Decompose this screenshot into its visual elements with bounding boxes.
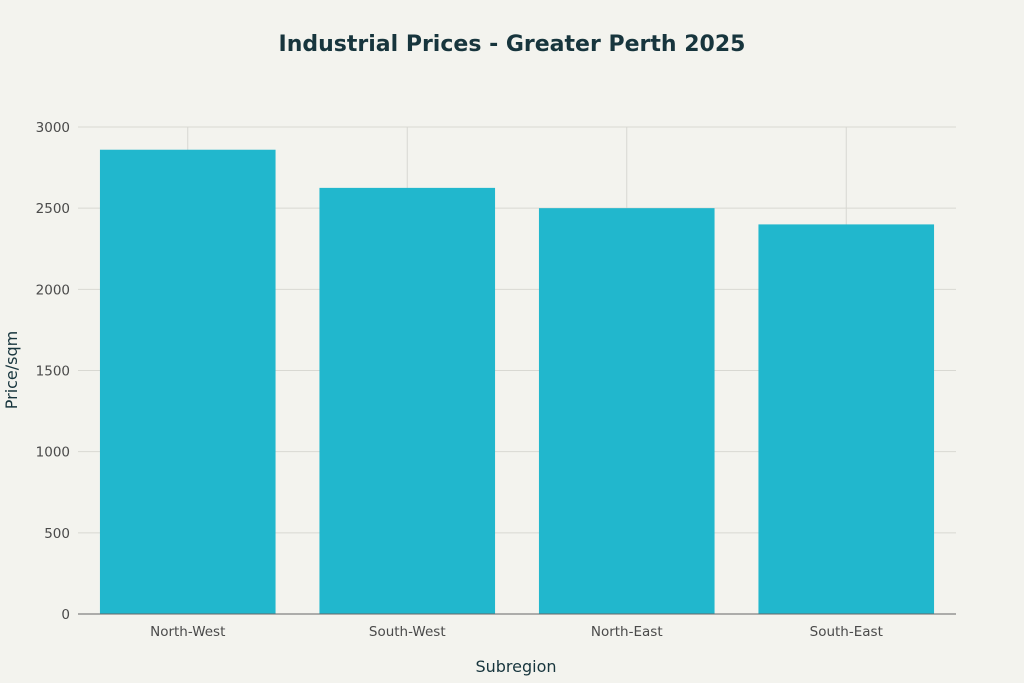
bar-south-west bbox=[319, 187, 496, 614]
y-tick-label: 0 bbox=[61, 607, 70, 623]
bar-south-east bbox=[758, 224, 935, 614]
y-tick-label: 2500 bbox=[36, 201, 70, 217]
y-tick-label: 3000 bbox=[36, 120, 70, 136]
y-tick-label: 500 bbox=[44, 526, 70, 542]
y-axis-label: Price/sqm bbox=[2, 331, 21, 410]
x-tick-label: South-East bbox=[810, 624, 883, 640]
x-axis-label: Subregion bbox=[475, 657, 556, 676]
bar-north-east bbox=[538, 208, 715, 614]
chart-title: Industrial Prices - Greater Perth 2025 bbox=[279, 32, 746, 57]
x-tick-label: North-East bbox=[591, 624, 663, 640]
y-tick-label: 2000 bbox=[36, 282, 70, 298]
bar-north-west bbox=[99, 149, 276, 614]
x-tick-label: North-West bbox=[150, 624, 225, 640]
bars-layer bbox=[99, 149, 935, 614]
ticks-layer: 0 500 1000 1500 2000 2500 3000 North-West South-… bbox=[36, 120, 883, 640]
y-tick-label: 1500 bbox=[36, 364, 70, 380]
x-tick-label: South-West bbox=[369, 624, 446, 640]
y-tick-label: 1000 bbox=[36, 445, 70, 461]
